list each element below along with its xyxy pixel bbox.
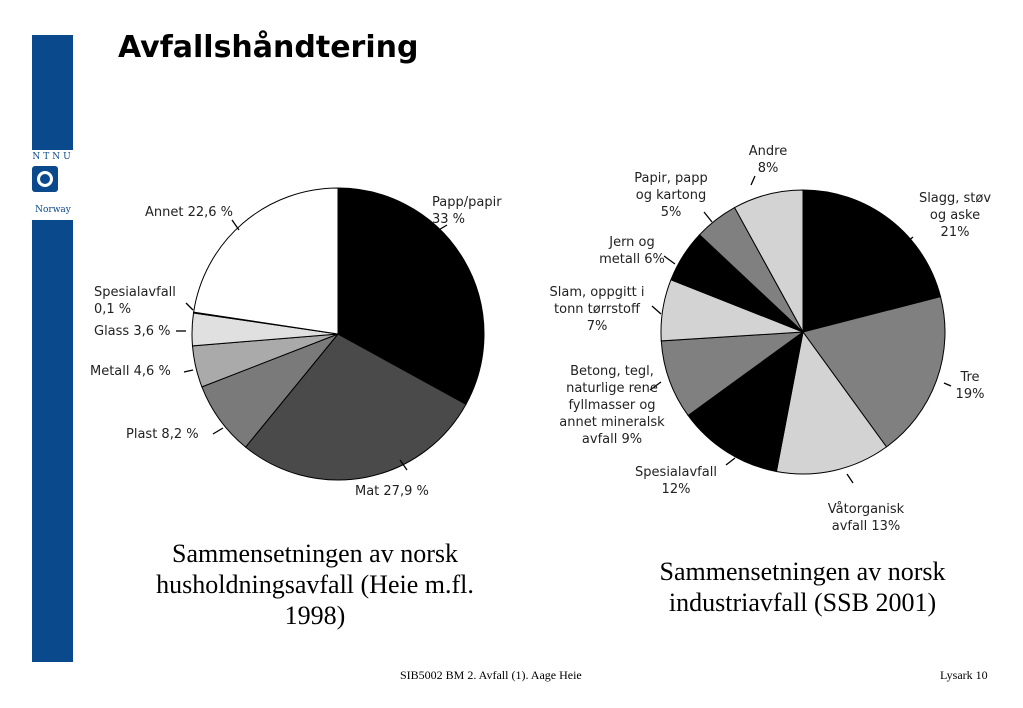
logo-emblem-icon — [32, 166, 58, 192]
pie1-leader-1 — [399, 459, 408, 471]
pie2-label-6: Jern og metall 6% — [599, 235, 665, 267]
pie2-leader-1 — [943, 382, 952, 387]
pie2-leader-5 — [651, 305, 662, 315]
pie1-label-2: Plast 8,2 % — [126, 427, 199, 442]
pie2-leader-3 — [725, 457, 736, 466]
pie1-label-3: Metall 4,6 % — [90, 364, 171, 379]
pie1-label-5: Spesialavfall 0,1 % — [94, 285, 176, 317]
caption-household: Sammensetningen av norsk husholdningsavf… — [156, 539, 474, 630]
pie2-leader-0 — [901, 236, 914, 247]
pie2-slice-8 — [733, 189, 804, 333]
pie2-label-5: Slam, oppgitt i tonn tørrstoff 7% — [549, 285, 644, 334]
pie2-slice-3 — [687, 330, 804, 473]
pie2-label-1: Tre 19% — [956, 370, 985, 402]
logo-top-text: NTNU — [32, 152, 74, 162]
pie2-label-7: Papir, papp og kartong 5% — [634, 171, 707, 220]
pie1-label-4: Glass 3,6 % — [94, 324, 171, 339]
pie2-slice-2 — [775, 330, 888, 475]
pie2-label-2: Våtorganisk avfall 13% — [828, 502, 905, 534]
pie2-leader-7 — [703, 211, 713, 223]
ntnu-logo: NTNU Norway — [23, 150, 83, 220]
pie1-leader-6 — [231, 219, 240, 231]
side-bar — [32, 35, 73, 662]
pie2-slice-1 — [802, 296, 946, 448]
pie1-label-0: Papp/papir 33 % — [432, 195, 502, 227]
pie2-leader-6 — [663, 255, 676, 265]
pie1-leader-3 — [183, 369, 194, 373]
caption-industry: Sammensetningen av norsk industriavfall … — [659, 557, 946, 617]
pie2-leader-4 — [649, 381, 662, 391]
pie2-label-0: Slagg, støv og aske 21% — [919, 191, 991, 240]
pie1-slice-0 — [337, 187, 485, 406]
pie2-label-3: Spesialavfall 12% — [635, 465, 717, 497]
pie1-leader-0 — [436, 224, 448, 232]
pie2-leader-8 — [750, 175, 756, 186]
pie2-leader-2 — [846, 473, 854, 484]
pie2-slice-4 — [660, 331, 805, 417]
footer-page: Lysark 10 — [940, 668, 988, 682]
pie1-slice-6 — [193, 187, 339, 335]
pie2-label-4: Betong, tegl, naturlige rene fyllmasser og… — [559, 364, 665, 447]
pie1-label-6: Annet 22,6 % — [145, 205, 233, 220]
logo-bottom-text: Norway — [35, 205, 71, 215]
pie1-leader-2 — [212, 427, 224, 435]
slide-title: Avfallshåndtering — [118, 30, 419, 65]
pie2-slice-0 — [802, 189, 942, 333]
pie2-label-8: Andre 8% — [749, 144, 787, 176]
pie1-slice-1 — [244, 333, 467, 481]
pie1-label-1: Mat 27,9 % — [355, 484, 429, 499]
footer-course: SIB5002 BM 2. Avfall (1). Aage Heie — [400, 668, 582, 682]
pie1-leader-5 — [185, 302, 194, 311]
